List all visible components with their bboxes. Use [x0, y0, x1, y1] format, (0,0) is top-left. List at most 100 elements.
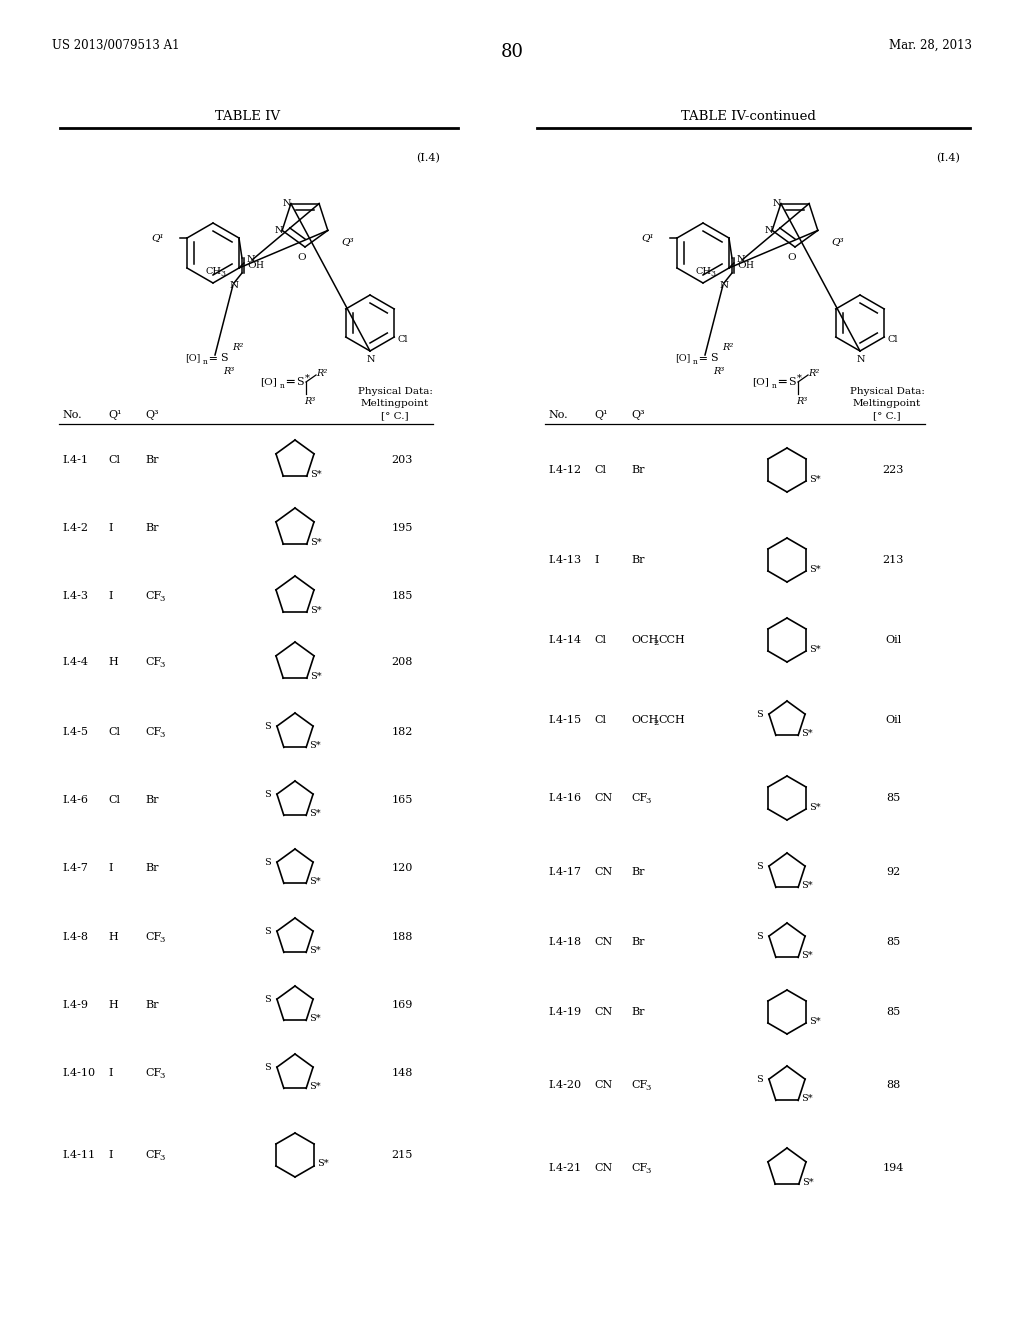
Text: S: S: [296, 378, 304, 387]
Text: TABLE IV-continued: TABLE IV-continued: [681, 110, 815, 123]
Text: Br: Br: [145, 863, 159, 873]
Text: I: I: [108, 591, 113, 601]
Text: 3: 3: [645, 1084, 650, 1092]
Text: S*: S*: [309, 876, 321, 886]
Text: Q³: Q³: [341, 238, 353, 247]
Text: Cl: Cl: [887, 335, 898, 345]
Text: 188: 188: [391, 932, 413, 942]
Text: 120: 120: [391, 863, 413, 873]
Text: Physical Data:
Meltingpoint
[° C.]: Physical Data: Meltingpoint [° C.]: [357, 387, 432, 420]
Text: I.4-12: I.4-12: [548, 465, 582, 475]
Text: No.: No.: [62, 411, 82, 420]
Text: S: S: [756, 1074, 763, 1084]
Text: ═: ═: [699, 352, 706, 363]
Text: I.4-4: I.4-4: [62, 657, 88, 667]
Text: S*: S*: [809, 803, 820, 812]
Text: H: H: [255, 261, 263, 271]
Text: (I.4): (I.4): [416, 153, 440, 164]
Text: 3: 3: [645, 1167, 650, 1175]
Text: Q¹: Q¹: [108, 411, 122, 420]
Text: 3: 3: [159, 595, 165, 603]
Text: CN: CN: [594, 937, 612, 946]
Text: I.4-13: I.4-13: [548, 554, 582, 565]
Text: [O]: [O]: [752, 378, 769, 387]
Text: US 2013/0079513 A1: US 2013/0079513 A1: [52, 38, 179, 51]
Text: I.4-7: I.4-7: [62, 863, 88, 873]
Text: 3: 3: [159, 661, 165, 669]
Text: ═: ═: [778, 375, 785, 388]
Text: S*: S*: [809, 644, 820, 653]
Text: I: I: [108, 523, 113, 533]
Text: H: H: [108, 657, 118, 667]
Text: Q¹: Q¹: [152, 234, 164, 243]
Text: 3: 3: [645, 797, 650, 805]
Text: I.4-3: I.4-3: [62, 591, 88, 601]
Text: Br: Br: [145, 1001, 159, 1010]
Text: Br: Br: [631, 937, 644, 946]
Text: 223: 223: [883, 465, 904, 475]
Text: S*: S*: [317, 1159, 329, 1168]
Text: 203: 203: [391, 455, 413, 465]
Text: CF: CF: [145, 1068, 161, 1078]
Text: CF: CF: [145, 657, 161, 667]
Text: N: N: [274, 226, 283, 235]
Text: Mar. 28, 2013: Mar. 28, 2013: [889, 38, 972, 51]
Text: 92: 92: [886, 867, 900, 876]
Text: I.4-1: I.4-1: [62, 455, 88, 465]
Text: S*: S*: [809, 565, 820, 573]
Text: I.4-15: I.4-15: [548, 715, 582, 725]
Text: 213: 213: [883, 554, 904, 565]
Text: (I.4): (I.4): [936, 153, 961, 164]
Text: S: S: [220, 352, 227, 363]
Text: H: H: [745, 261, 753, 271]
Text: CN: CN: [594, 867, 612, 876]
Text: O: O: [247, 260, 256, 269]
Text: 215: 215: [391, 1150, 413, 1160]
Text: S*: S*: [309, 741, 321, 750]
Text: CF: CF: [145, 932, 161, 942]
Text: Cl: Cl: [108, 455, 120, 465]
Text: R³: R³: [304, 397, 315, 407]
Text: CF: CF: [631, 1163, 647, 1173]
Text: [O]: [O]: [185, 354, 201, 363]
Text: Br: Br: [631, 1007, 644, 1016]
Text: 3: 3: [159, 936, 165, 944]
Text: S: S: [264, 995, 270, 1003]
Text: CCH: CCH: [658, 715, 685, 725]
Text: O: O: [737, 260, 745, 269]
Text: S*: S*: [802, 1177, 813, 1187]
Text: Oil: Oil: [885, 635, 901, 645]
Text: Br: Br: [145, 795, 159, 805]
Text: O: O: [787, 252, 796, 261]
Text: H: H: [108, 1001, 118, 1010]
Text: S*: S*: [309, 809, 321, 818]
Text: I.4-10: I.4-10: [62, 1068, 95, 1078]
Text: R²: R²: [232, 343, 244, 352]
Text: 2: 2: [653, 639, 658, 647]
Text: Cl: Cl: [108, 727, 120, 737]
Text: I: I: [594, 554, 598, 565]
Text: OCH: OCH: [631, 715, 658, 725]
Text: R³: R³: [713, 367, 724, 376]
Text: S*: S*: [309, 1014, 321, 1023]
Text: S: S: [264, 1063, 270, 1072]
Text: Cl: Cl: [594, 715, 606, 725]
Text: CN: CN: [594, 1163, 612, 1173]
Text: I.4-14: I.4-14: [548, 635, 582, 645]
Text: N: N: [764, 226, 773, 235]
Text: I.4-8: I.4-8: [62, 932, 88, 942]
Text: S*: S*: [801, 950, 813, 960]
Text: N: N: [720, 281, 729, 289]
Text: I.4-9: I.4-9: [62, 1001, 88, 1010]
Text: S: S: [710, 352, 718, 363]
Text: 3: 3: [710, 271, 715, 279]
Text: 80: 80: [501, 44, 523, 61]
Text: ═: ═: [286, 375, 294, 388]
Text: S*: S*: [309, 672, 322, 681]
Text: S*: S*: [309, 537, 322, 546]
Text: I.4-5: I.4-5: [62, 727, 88, 737]
Text: I.4-11: I.4-11: [62, 1150, 95, 1160]
Text: Oil: Oil: [885, 715, 901, 725]
Text: S*: S*: [309, 1082, 321, 1090]
Text: S: S: [756, 710, 763, 718]
